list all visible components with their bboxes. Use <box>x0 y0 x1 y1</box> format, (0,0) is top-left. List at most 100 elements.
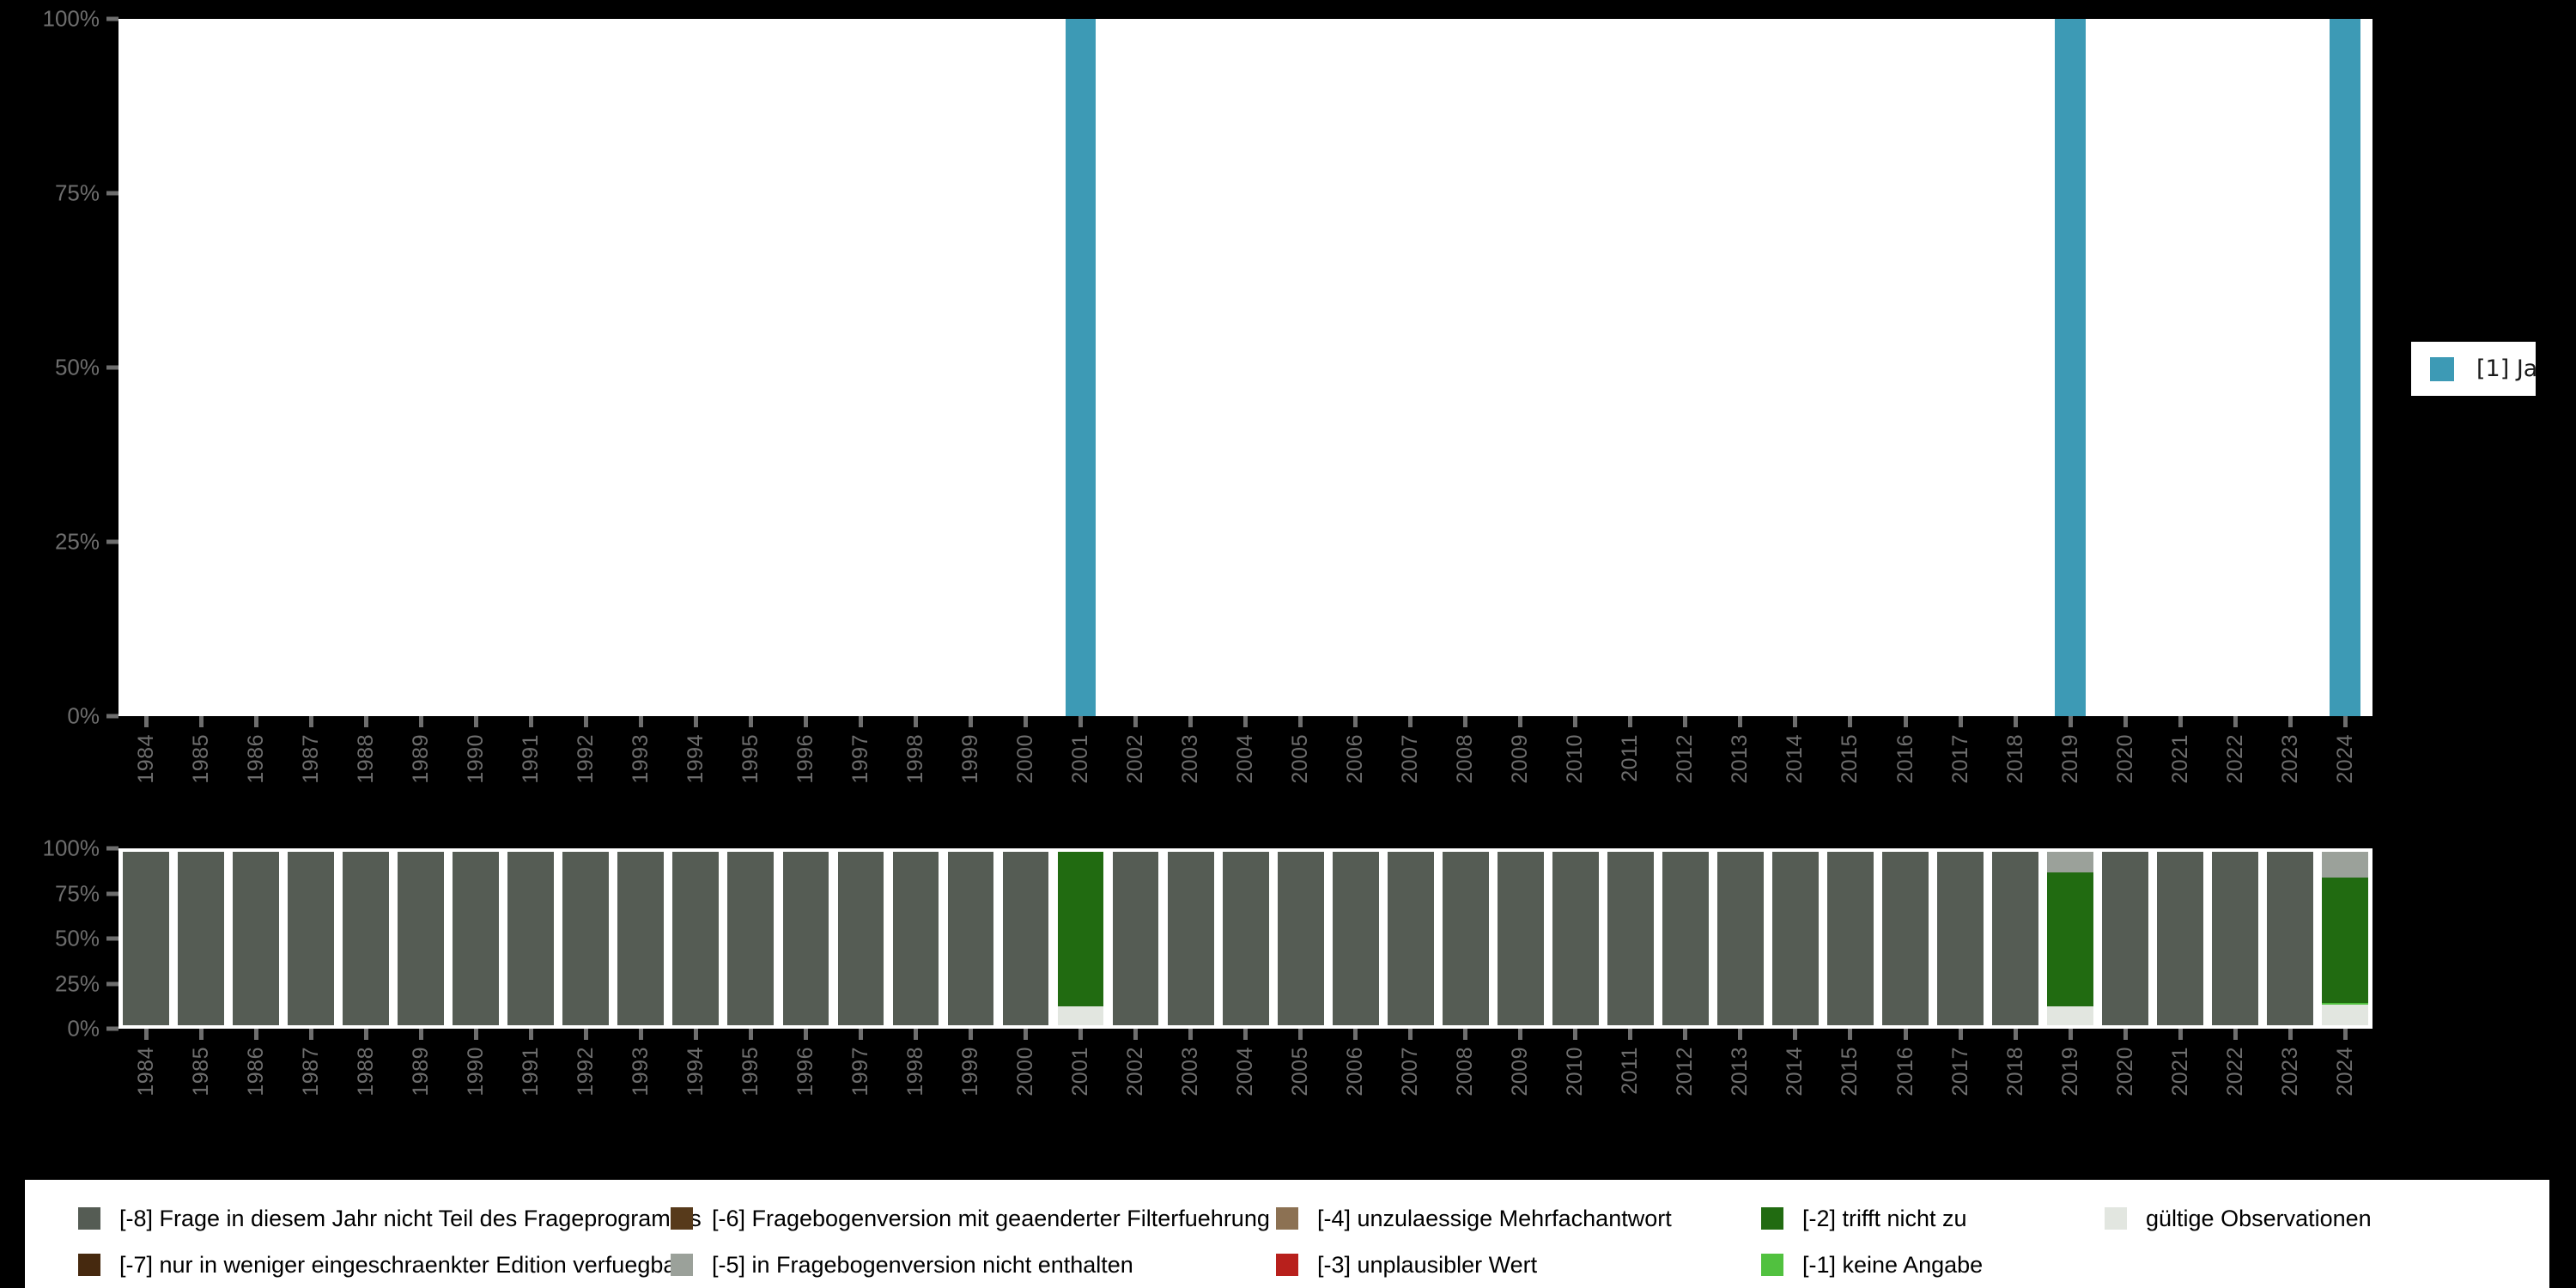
top-bar-slot <box>1988 19 2043 716</box>
x-tick: 1993 <box>613 716 668 784</box>
x-tick: 2024 <box>2318 716 2372 784</box>
bottom-bar-slot <box>1713 848 1768 1029</box>
bottom-y-axis: 100% 75% 50% 25% 0% <box>0 835 118 1042</box>
x-tick-label: 2011 <box>1618 734 1643 782</box>
x-tick-mark <box>528 716 533 727</box>
top-bar-slot <box>613 19 668 716</box>
x-tick: 2017 <box>1933 1029 1988 1097</box>
x-tick-label: 1994 <box>683 734 708 784</box>
bar-segment <box>1882 852 1929 1025</box>
bottom-bar-slot <box>173 848 228 1029</box>
bar-segment <box>1717 852 1764 1025</box>
bottom-stacked-bar <box>2047 852 2093 1025</box>
top-bar-slot <box>1658 19 1713 716</box>
bar-segment <box>2047 1005 2093 1025</box>
x-tick-label: 1996 <box>793 1047 817 1097</box>
x-tick-label: 2024 <box>2332 734 2357 784</box>
x-tick: 2015 <box>1823 1029 1878 1097</box>
x-tick-mark <box>858 1029 863 1040</box>
x-tick-mark <box>1793 716 1798 727</box>
x-tick-label: 1984 <box>133 1047 158 1097</box>
bottom-bar-slot <box>1054 848 1109 1029</box>
x-tick-label: 2022 <box>2222 734 2247 784</box>
x-tick-mark <box>2013 1029 2018 1040</box>
y-tick-label: 25% <box>54 970 100 996</box>
bar-segment <box>837 852 884 1025</box>
x-tick: 2010 <box>1548 1029 1603 1097</box>
y-tick-mark <box>106 714 118 719</box>
x-tick: 1988 <box>338 716 393 784</box>
bottom-stacked-bar <box>1222 852 1269 1025</box>
y-tick-label: 50% <box>54 925 100 951</box>
bottom-stacked-bar <box>1662 852 1709 1025</box>
bar-segment <box>2322 1002 2369 1005</box>
x-tick: 1991 <box>503 716 558 784</box>
bottom-bar-slot <box>2098 848 2153 1029</box>
bottom-bar-slot <box>448 848 503 1029</box>
bar-segment <box>782 852 829 1025</box>
top-bar-slot <box>1713 19 1768 716</box>
x-tick-label: 2005 <box>1288 734 1313 784</box>
x-tick-label: 1999 <box>957 734 982 784</box>
legend-label: [-2] trifft nicht zu <box>1802 1205 1967 1231</box>
bar-segment <box>1827 852 1874 1025</box>
x-tick: 1987 <box>283 716 338 784</box>
bottom-stacked-bar <box>672 852 720 1025</box>
x-tick-mark <box>2287 1029 2293 1040</box>
x-tick-label: 2002 <box>1123 1047 1148 1097</box>
x-tick: 1986 <box>228 1029 283 1097</box>
x-tick-label: 1999 <box>957 1047 982 1097</box>
top-legend: [1] Ja <box>2411 342 2538 396</box>
x-tick: 2022 <box>2208 716 2263 784</box>
x-tick: 2008 <box>1438 1029 1493 1097</box>
x-tick-label: 2012 <box>1673 1047 1698 1097</box>
x-tick: 1999 <box>943 1029 998 1097</box>
y-tick-label: 75% <box>54 880 100 906</box>
bottom-stacked-bar <box>562 852 610 1025</box>
x-tick-mark <box>2233 716 2238 727</box>
top-bar-slot <box>2153 19 2208 716</box>
x-tick-label: 2023 <box>2277 734 2302 784</box>
bar-segment <box>1057 852 1104 1006</box>
bar-segment <box>233 852 279 1025</box>
x-tick-mark <box>473 1029 478 1040</box>
bottom-bar-slot <box>558 848 613 1029</box>
bottom-bar-slot <box>1988 848 2043 1029</box>
x-tick-mark <box>1848 716 1853 727</box>
x-tick-mark <box>2178 1029 2183 1040</box>
bar-segment <box>123 852 169 1025</box>
top-bar-slot <box>1109 19 1163 716</box>
bottom-stacked-bar <box>2212 852 2259 1025</box>
y-tick-label: 75% <box>54 179 100 206</box>
top-bar-slot <box>1878 19 1933 716</box>
x-tick-label: 1986 <box>243 1047 268 1097</box>
y-tick-bottom: 100% <box>43 835 118 862</box>
x-tick-label: 2008 <box>1453 734 1478 784</box>
bottom-stacked-bar <box>2157 852 2204 1025</box>
bottom-bar-slot <box>1109 848 1163 1029</box>
x-tick-label: 2015 <box>1838 734 1862 784</box>
bar-segment <box>2047 872 2093 1006</box>
bottom-stacked-bar <box>1772 852 1819 1025</box>
top-bar-slot <box>283 19 338 716</box>
x-tick: 2008 <box>1438 716 1493 784</box>
x-tick: 2013 <box>1713 716 1768 784</box>
x-tick-mark <box>1903 716 1908 727</box>
x-tick-label: 1997 <box>848 1047 872 1097</box>
x-tick-mark <box>1518 716 1523 727</box>
x-tick-label: 2019 <box>2057 1047 2082 1097</box>
x-tick-label: 2009 <box>1508 1047 1533 1097</box>
x-tick-label: 1992 <box>573 1047 598 1097</box>
bottom-bar-slot <box>2043 848 2098 1029</box>
bottom-bar-slot <box>1493 848 1548 1029</box>
x-tick-label: 2014 <box>1783 734 1807 784</box>
x-tick-label: 2008 <box>1453 1047 1478 1097</box>
x-tick-label: 2016 <box>1893 734 1917 784</box>
legend-swatch <box>1761 1254 1783 1276</box>
bar-segment <box>2322 852 2369 878</box>
top-bar <box>2330 19 2361 716</box>
x-tick-label: 2010 <box>1563 1047 1588 1097</box>
x-tick-mark <box>2287 716 2293 727</box>
x-tick: 2000 <box>999 716 1054 784</box>
legend-label-ja: [1] Ja <box>2476 355 2538 382</box>
